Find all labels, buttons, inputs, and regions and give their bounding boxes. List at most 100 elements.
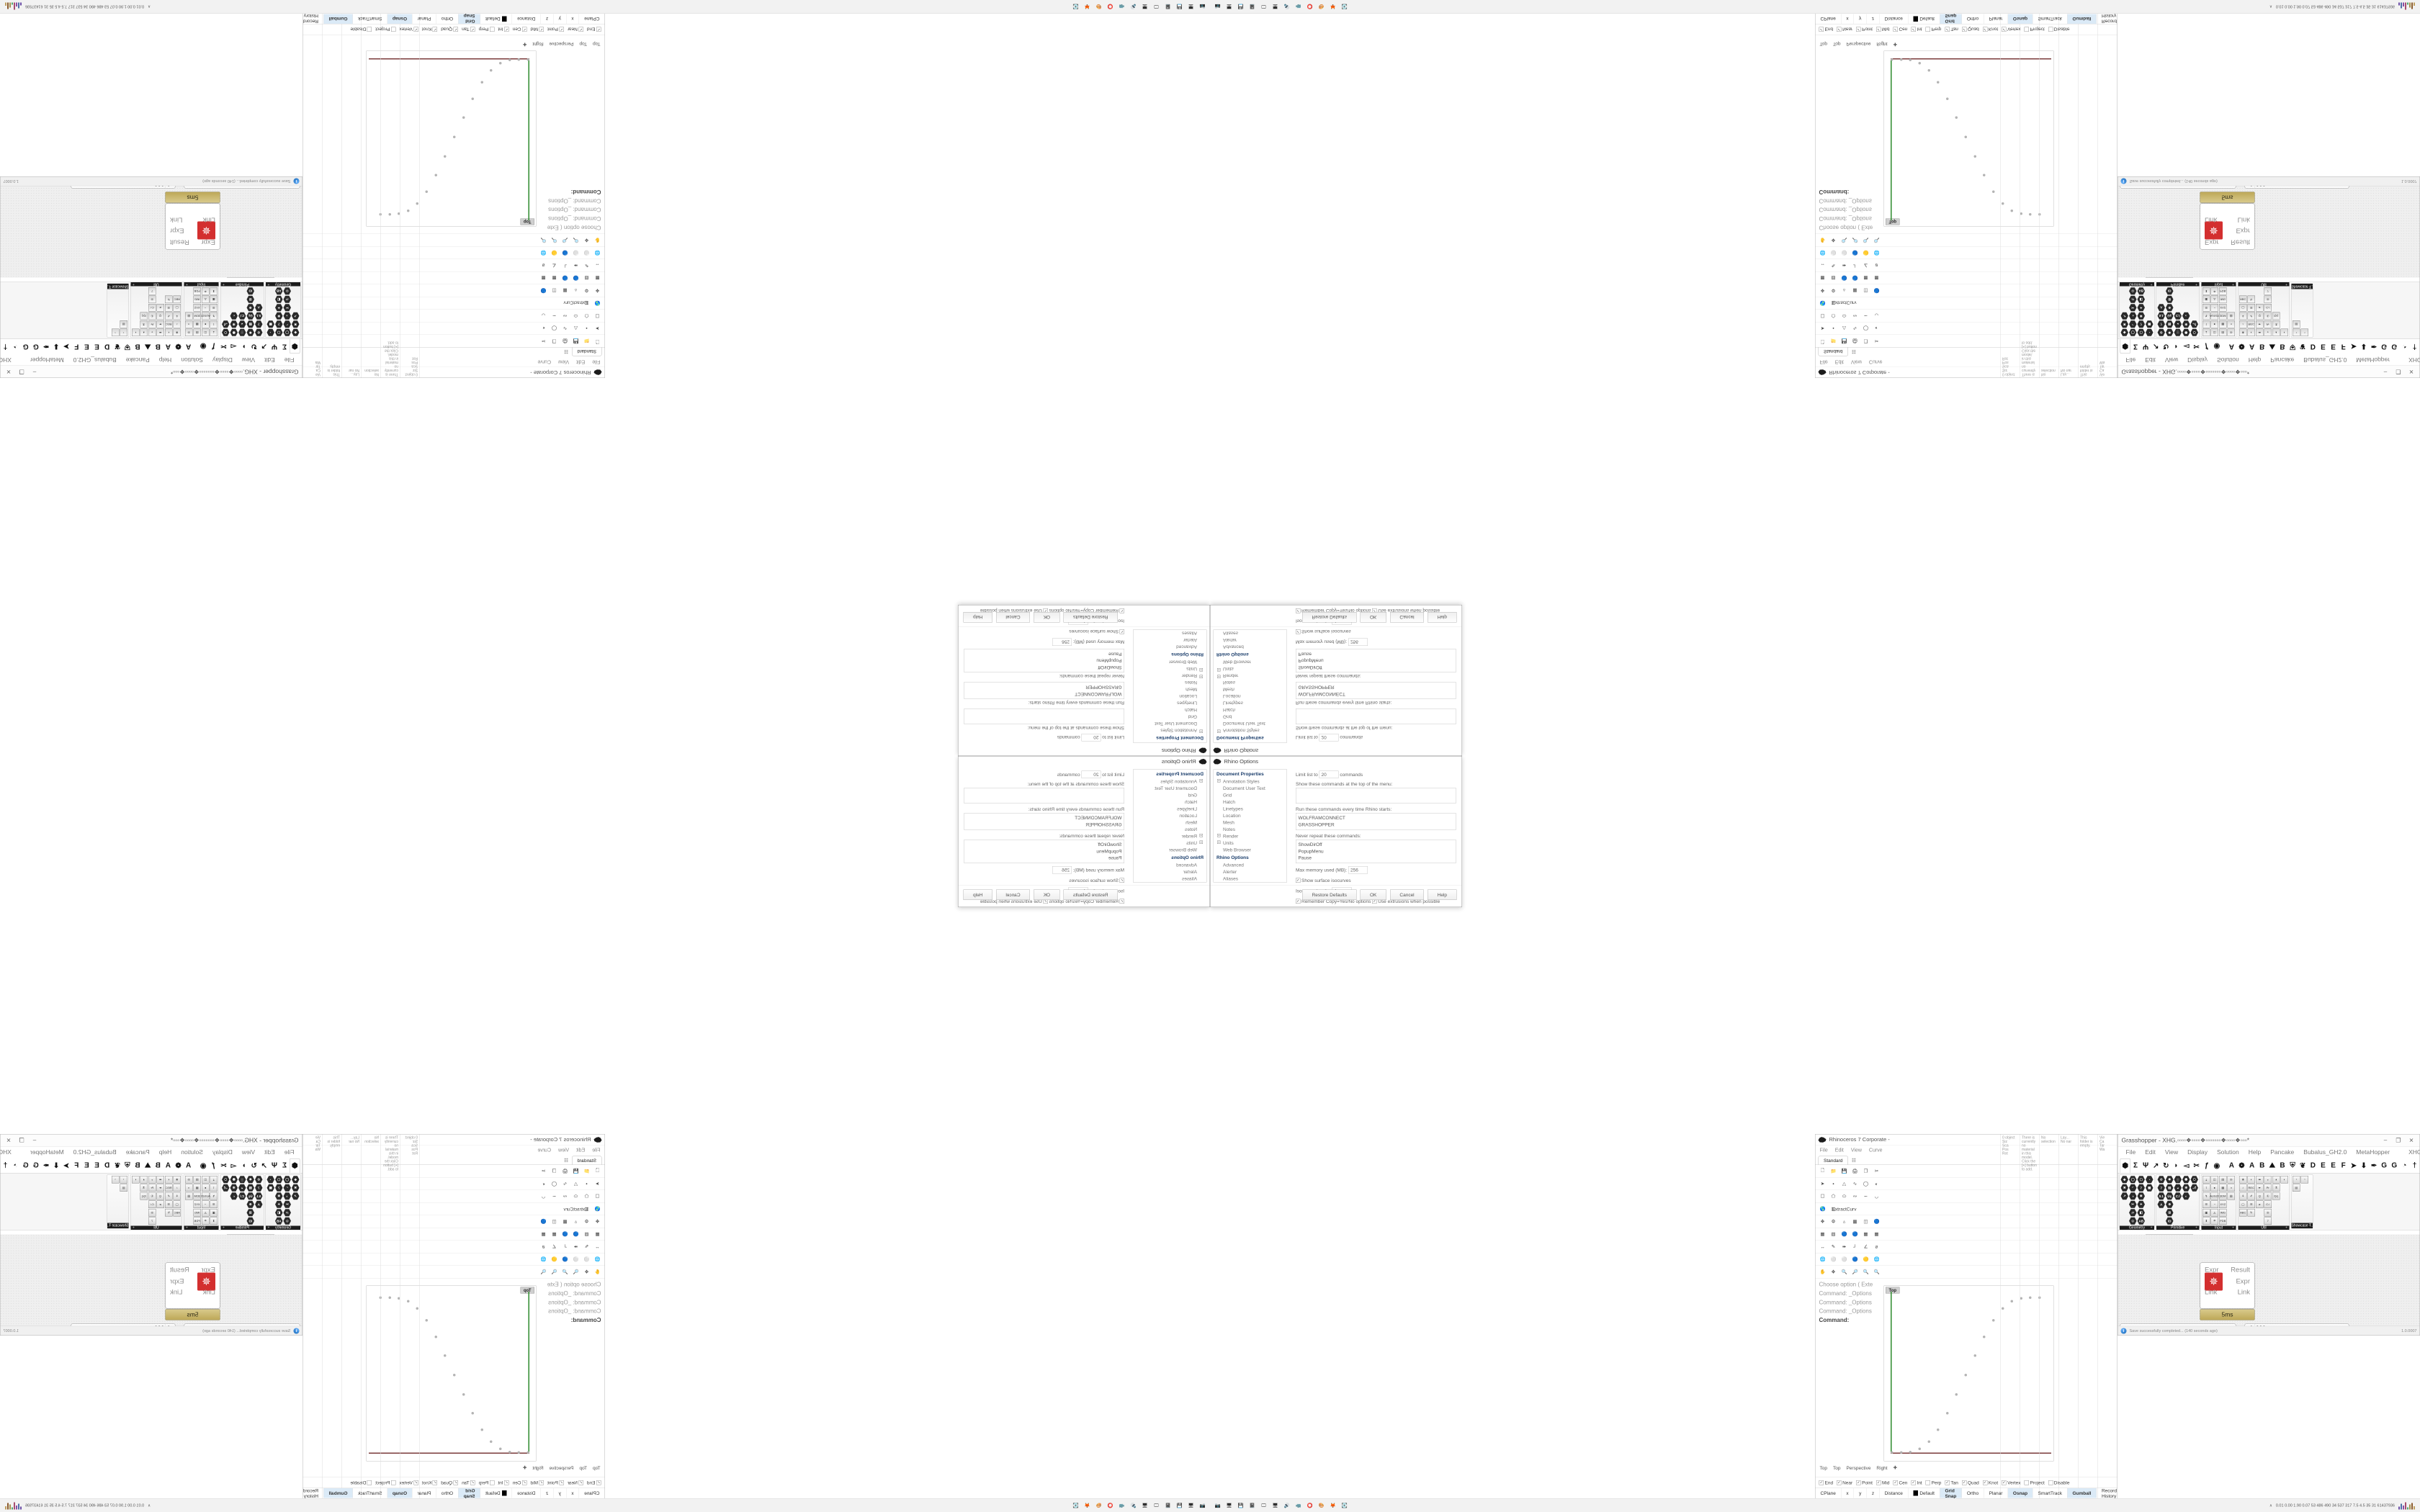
component-icon[interactable]: ▨ [247,1184,255,1192]
rhino-menu-view[interactable]: View [558,1147,570,1153]
polygon-icon[interactable]: ⬠ [1831,1193,1836,1200]
component-icon[interactable]: ◐ [132,328,140,336]
component-icon[interactable]: 7 [2264,1217,2272,1225]
component-icon[interactable]: ⌇ [210,320,218,328]
curve-icon[interactable]: ∿ [563,1181,568,1187]
zoom-icon[interactable]: 🔍 [573,238,579,243]
component-icon[interactable]: Q [156,1192,164,1200]
zoom-window-icon[interactable]: 🔎 [562,238,568,243]
options-tree-item[interactable]: + Annotation Styles [1134,727,1207,734]
gh-menu-display[interactable]: Display [2187,1148,2208,1156]
component-icon[interactable]: ⊞ [2166,296,2174,304]
zoom-window-icon[interactable]: 🔎 [1852,238,1858,243]
osnap-disable[interactable]: Disable [2048,1480,2069,1485]
rhino-options-dialog[interactable]: Rhino Options Document Properties + Annota… [958,756,1210,907]
component-icon[interactable]: ▱ [284,1209,292,1217]
component-icon[interactable]: ☰ [2247,1200,2255,1208]
add-viewport-tab-icon[interactable]: ✚ [1893,1464,1898,1471]
rhino-icon[interactable]: 🦏 [1119,4,1125,10]
osnap-near[interactable]: ✓ Near [1837,1480,1852,1485]
component-icon[interactable]: ◎ [2227,328,2235,336]
ribbon-expand-icon[interactable]: + [109,284,112,289]
component-icon[interactable]: 3DM [193,312,201,320]
transform-tab[interactable]: ƒ [2205,1161,2209,1169]
component-icon[interactable]: ▩ [267,1184,275,1192]
minimize-button[interactable]: – [2383,1137,2388,1143]
component-icon[interactable]: ⚗ [140,320,148,328]
minimize-button[interactable]: – [32,369,37,375]
mesh-plane-icon[interactable]: ▦ [552,1231,557,1237]
monitor-icon[interactable]: 🖵 [1261,1502,1266,1508]
statusbar-gumball[interactable]: Gumball [2067,1488,2097,1498]
component-icon[interactable]: ⬢ [230,1176,238,1184]
firefox-icon[interactable]: 🦊 [1330,4,1336,10]
component-icon[interactable]: ⊕ [247,304,255,312]
plugin-d-tab[interactable]: D [104,1161,110,1169]
statusbar-osnap[interactable]: Osnap [387,1488,413,1498]
rhino-menu-curve[interactable]: Curve [537,1147,552,1153]
surface-tab[interactable]: ◗ [241,1161,246,1169]
wireframe-display-icon[interactable]: 🌐 [1819,250,1826,256]
plugin-circle-tab[interactable]: ◔ [2402,1161,2407,1169]
top-commands-textarea[interactable] [1296,708,1456,724]
component-icon[interactable]: ◯ [2129,329,2137,337]
move-icon[interactable]: ✥ [1820,1218,1825,1225]
remember-copy-checkbox[interactable]: ✓ [1296,608,1301,613]
red-circle-icon[interactable]: ⭕ [1107,4,1113,10]
grasshopper-canvas[interactable]: Expr Result ✵ Expr Link Link 5ms ariasD [0,1234,302,1336]
component-icon[interactable]: ▨ [2166,320,2174,328]
print-icon[interactable]: 🖨 [562,1168,568,1174]
gh-menu-pancake[interactable]: Pancake [2270,356,2295,364]
statusbar-cplane[interactable]: CPlane [578,1488,605,1498]
statusbar-cplane[interactable]: CPlane [578,14,605,24]
component-icon[interactable]: ▥ [185,1192,193,1200]
firefox-icon[interactable]: 🦊 [1084,4,1090,10]
component-icon[interactable]: ◐ [2182,312,2190,320]
red-circle-icon[interactable]: ⭕ [1107,1502,1113,1508]
arc-icon[interactable]: ◐ [1875,325,1878,331]
zoom-selected-icon[interactable]: 🔍 [1873,238,1880,243]
mesh-tab[interactable]: ◅ [2183,1161,2190,1170]
sphere-icon[interactable]: 🔵 [540,1218,547,1225]
tray-caret-icon[interactable]: ∧ [2269,1503,2272,1508]
expand-plus-icon[interactable]: + [1199,834,1203,837]
panel-properties[interactable]: 0 object Siz Sca Pos Rot [2000,0,2020,378]
viewport-tab-top-2[interactable]: Top [1832,41,1841,48]
intersect-tab[interactable]: ✂ [220,1161,227,1170]
component-icon[interactable]: ◎ [185,1176,193,1184]
checkbox[interactable]: ✓ [1837,27,1842,32]
checkbox[interactable]: ✓ [1837,1480,1842,1485]
never-repeat-textarea[interactable]: ShowDirOff PopupMenu Pause [964,648,1124,673]
options-tree-item[interactable]: Linetypes [1134,700,1207,707]
rotate-view-icon[interactable]: ✥ [1831,1269,1836,1275]
osnap-mid[interactable]: ✓ Mid [531,27,544,32]
checkbox[interactable]: ✓ [1893,1480,1898,1485]
checkbox[interactable]: ✓ [1819,1480,1824,1485]
node-output-expr[interactable]: Expr [2236,227,2250,235]
component-icon[interactable]: ◜ [284,320,292,328]
component-icon[interactable]: Q [2256,312,2264,320]
component-icon[interactable]: ● [2210,1184,2218,1192]
checkbox[interactable]: ✓ [1961,27,1967,32]
component-icon[interactable]: ◕ [140,1176,148,1184]
select-arrow-icon[interactable]: ➤ [595,325,600,332]
osnap-mid[interactable]: ✓ Mid [1876,1480,1889,1485]
array-icon[interactable]: ▦ [1852,1218,1857,1225]
viewport-tab-top-1[interactable]: Top [593,1464,601,1471]
component-icon[interactable]: ▦ [193,1184,201,1192]
statusbar-z[interactable]: z [540,1488,554,1498]
technical-display-icon[interactable]: 🌐 [1873,1256,1880,1262]
component-icon[interactable]: C:/ [238,1192,246,1200]
osnap-cen[interactable]: ✓ Cen [513,27,527,32]
technical-display-icon[interactable]: 🌐 [540,1256,547,1262]
plugin-e1-tab[interactable]: E [94,1161,99,1169]
dim-linear-icon[interactable]: ↔ [595,262,600,269]
options-tree-item[interactable]: Mesh [1214,686,1287,693]
options-tree-item[interactable]: Web Browser [1214,659,1287,666]
component-icon[interactable]: ◕ [140,328,148,336]
checkbox[interactable]: ✓ [2002,27,2007,32]
panel-materials[interactable]: There is currently no material in this m… [380,1134,400,1512]
select-arrow-icon[interactable]: ➤ [1820,325,1825,332]
plugin-e2-tab[interactable]: E [2331,1161,2336,1169]
gh-menu-metahopper[interactable]: MetaHopper [30,356,64,364]
